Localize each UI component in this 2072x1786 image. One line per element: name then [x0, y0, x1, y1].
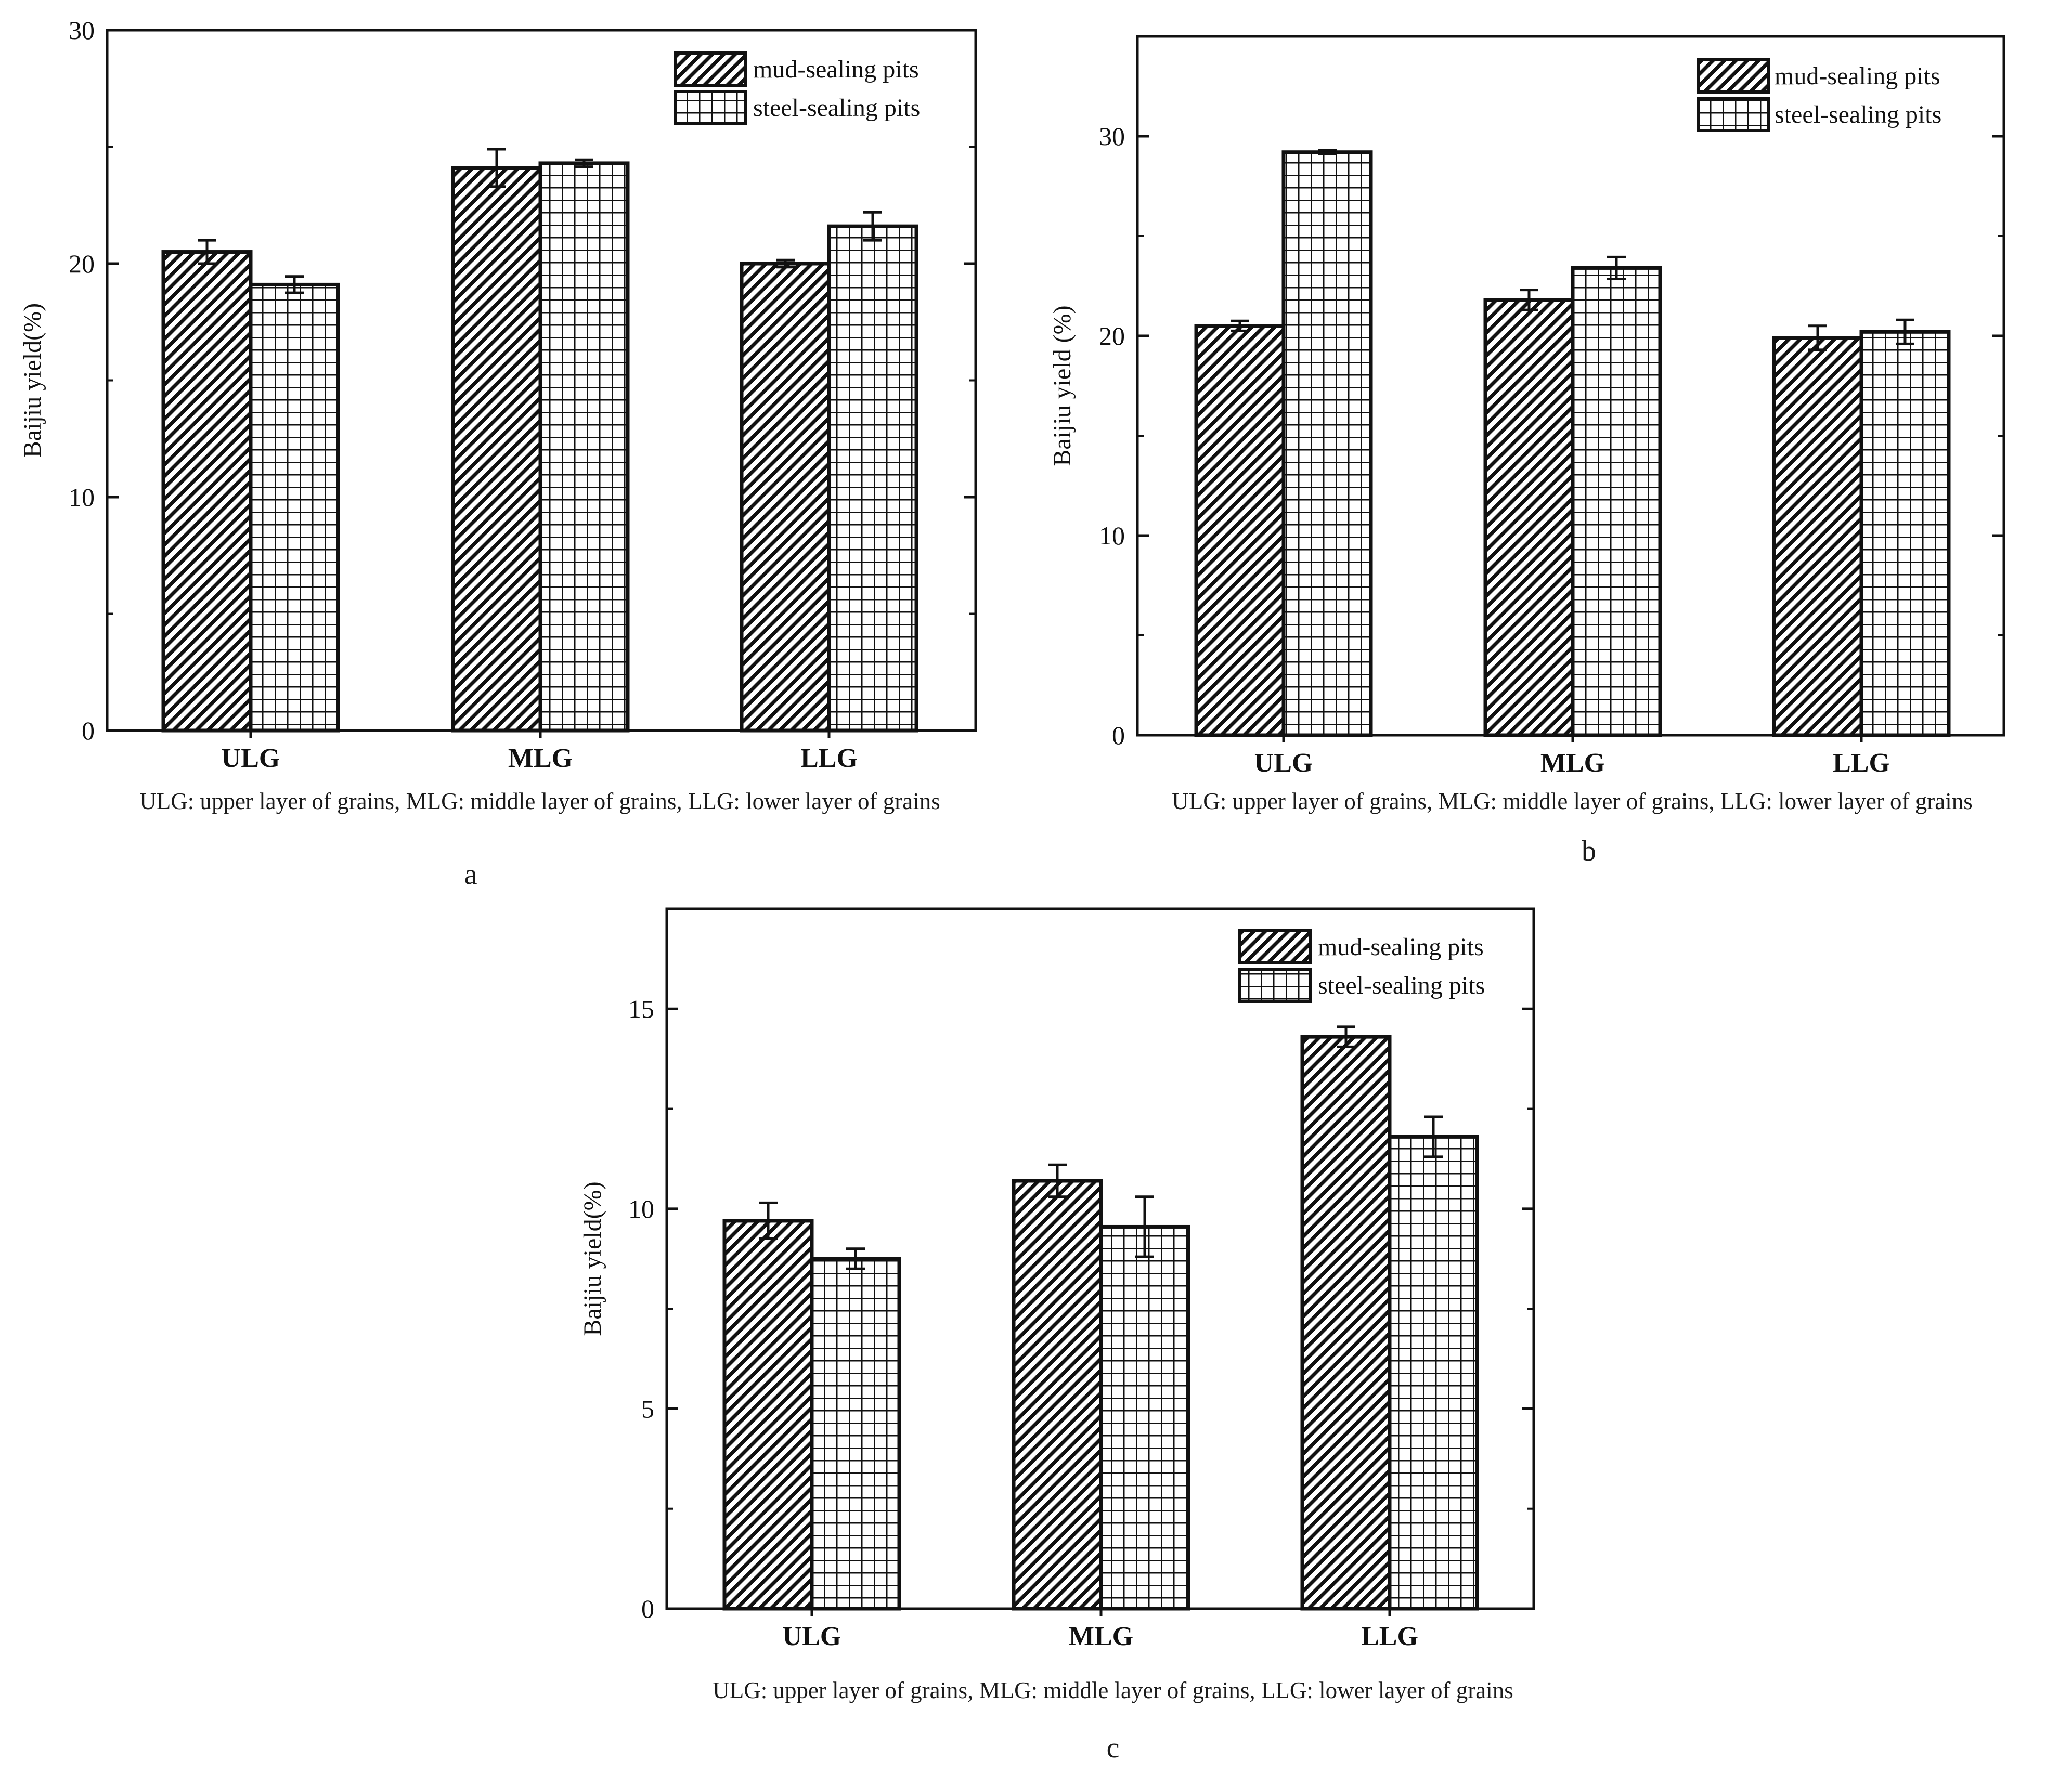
bar-ulg-mud [1194, 324, 1286, 737]
y-tick-label: 5 [641, 1394, 654, 1423]
x-tick-label-ulg: ULG [1254, 748, 1313, 778]
bar-llg-steel [1859, 330, 1951, 737]
error-bar-ulg-mud [198, 239, 216, 265]
x-tick-label-ulg: ULG [783, 1622, 841, 1651]
y-tick-label: 30 [1099, 122, 1125, 151]
plot-frame [1136, 35, 2005, 737]
error-bar-ulg-steel [846, 1247, 865, 1270]
bar-llg-mud [1300, 1035, 1392, 1611]
y-tick-label: 10 [1099, 521, 1125, 550]
panel-letter-c: c [1106, 1732, 1120, 1764]
legend-label-steel: steel-sealing pits [1318, 972, 1485, 999]
panel-letter-a: a [464, 858, 477, 891]
legend-swatch-steel [1238, 968, 1312, 1003]
error-bar-mlg-mud [1520, 289, 1538, 311]
bar-mlg-mud [451, 166, 542, 733]
legend-label-mud: mud-sealing pits [753, 56, 919, 83]
x-tick-label-llg: LLG [1833, 748, 1890, 778]
caption-a: ULG: upper layer of grains, MLG: middle … [139, 788, 940, 814]
y-axis-title: Baijiu yield(%) [19, 303, 46, 458]
bar-ulg-mud [161, 250, 253, 733]
bar-mlg-steel [538, 161, 630, 733]
bar-ulg-steel [1281, 150, 1373, 737]
chart-panel-a: 0 10 20 30 ULG MLG LLG Baijiu yield(%) mud-seali… [19, 16, 977, 773]
bar-ulg-steel [249, 282, 340, 733]
y-tick-label: 15 [628, 994, 654, 1023]
error-bar-ulg-mud [1231, 319, 1249, 332]
legend-label-mud: mud-sealing pits [1318, 933, 1484, 961]
error-bar-mlg-steel [1135, 1195, 1154, 1258]
error-bar-mlg-steel [1607, 255, 1626, 281]
y-tick-label: 20 [1099, 321, 1125, 350]
bar-llg-steel [827, 224, 918, 733]
x-tick-label-llg: LLG [800, 744, 858, 773]
legend-label-steel: steel-sealing pits [1775, 101, 1941, 128]
error-bar-mlg-mud [487, 148, 506, 188]
legend-swatch-mud [674, 51, 747, 87]
legend-label-mud: mud-sealing pits [1775, 62, 1940, 90]
caption-b: ULG: upper layer of grains, MLG: middle … [1172, 788, 1973, 814]
chart-panel-b: 0 10 20 30 ULG MLG LLG Baijiu yield (%) mud-seal… [1048, 35, 2005, 778]
error-bar-llg-steel [1896, 318, 1914, 345]
error-bar-llg-mud [776, 258, 795, 269]
panel-letter-b: b [1582, 835, 1596, 867]
error-bar-ulg-steel [285, 275, 304, 294]
bar-ulg-steel [810, 1257, 901, 1611]
bar-mlg-steel [1099, 1224, 1190, 1611]
legend-swatch-mud [1697, 58, 1770, 94]
y-axis-title: Baijiu yield (%) [1048, 305, 1076, 466]
bar-llg-mud [740, 262, 831, 733]
error-bar-llg-steel [1424, 1115, 1443, 1158]
bar-mlg-steel [1571, 266, 1662, 737]
caption-c: ULG: upper layer of grains, MLG: middle … [713, 1677, 1513, 1703]
bar-mlg-mud [1012, 1179, 1103, 1611]
bar-mlg-mud [1483, 298, 1575, 737]
error-bar-llg-mud [1337, 1025, 1355, 1048]
y-tick-label: 10 [628, 1194, 654, 1223]
bar-llg-steel [1388, 1135, 1479, 1611]
x-tick-label-mlg: MLG [1069, 1622, 1133, 1651]
x-tick-label-ulg: ULG [222, 744, 280, 773]
bar-llg-mud [1772, 336, 1863, 737]
x-tick-label-mlg: MLG [1540, 748, 1605, 778]
chart-panel-c: 0 5 10 15 ULG MLG LLG Baijiu yield(%) mud-sealin… [579, 907, 1535, 1651]
y-tick-label: 30 [69, 16, 95, 45]
y-tick-label: 0 [641, 1594, 654, 1623]
error-bar-llg-steel [863, 211, 882, 242]
x-tick-label-llg: LLG [1361, 1622, 1418, 1651]
y-tick-label: 10 [69, 483, 95, 512]
error-bar-mlg-mud [1048, 1163, 1067, 1198]
legend-label-steel: steel-sealing pits [753, 94, 920, 122]
y-tick-label: 20 [69, 249, 95, 278]
legend-swatch-mud [1238, 929, 1312, 964]
error-bar-ulg-steel [1318, 149, 1337, 156]
error-bar-llg-mud [1808, 324, 1827, 351]
error-bar-ulg-mud [759, 1201, 778, 1241]
legend-swatch-steel [674, 90, 747, 125]
y-tick-label: 0 [82, 716, 95, 745]
x-tick-label-mlg: MLG [508, 744, 573, 773]
legend-swatch-steel [1697, 97, 1770, 132]
error-bar-mlg-steel [575, 158, 593, 168]
bar-ulg-mud [722, 1219, 814, 1611]
y-axis-title: Baijiu yield(%) [579, 1181, 606, 1336]
y-tick-label: 0 [1112, 721, 1125, 750]
